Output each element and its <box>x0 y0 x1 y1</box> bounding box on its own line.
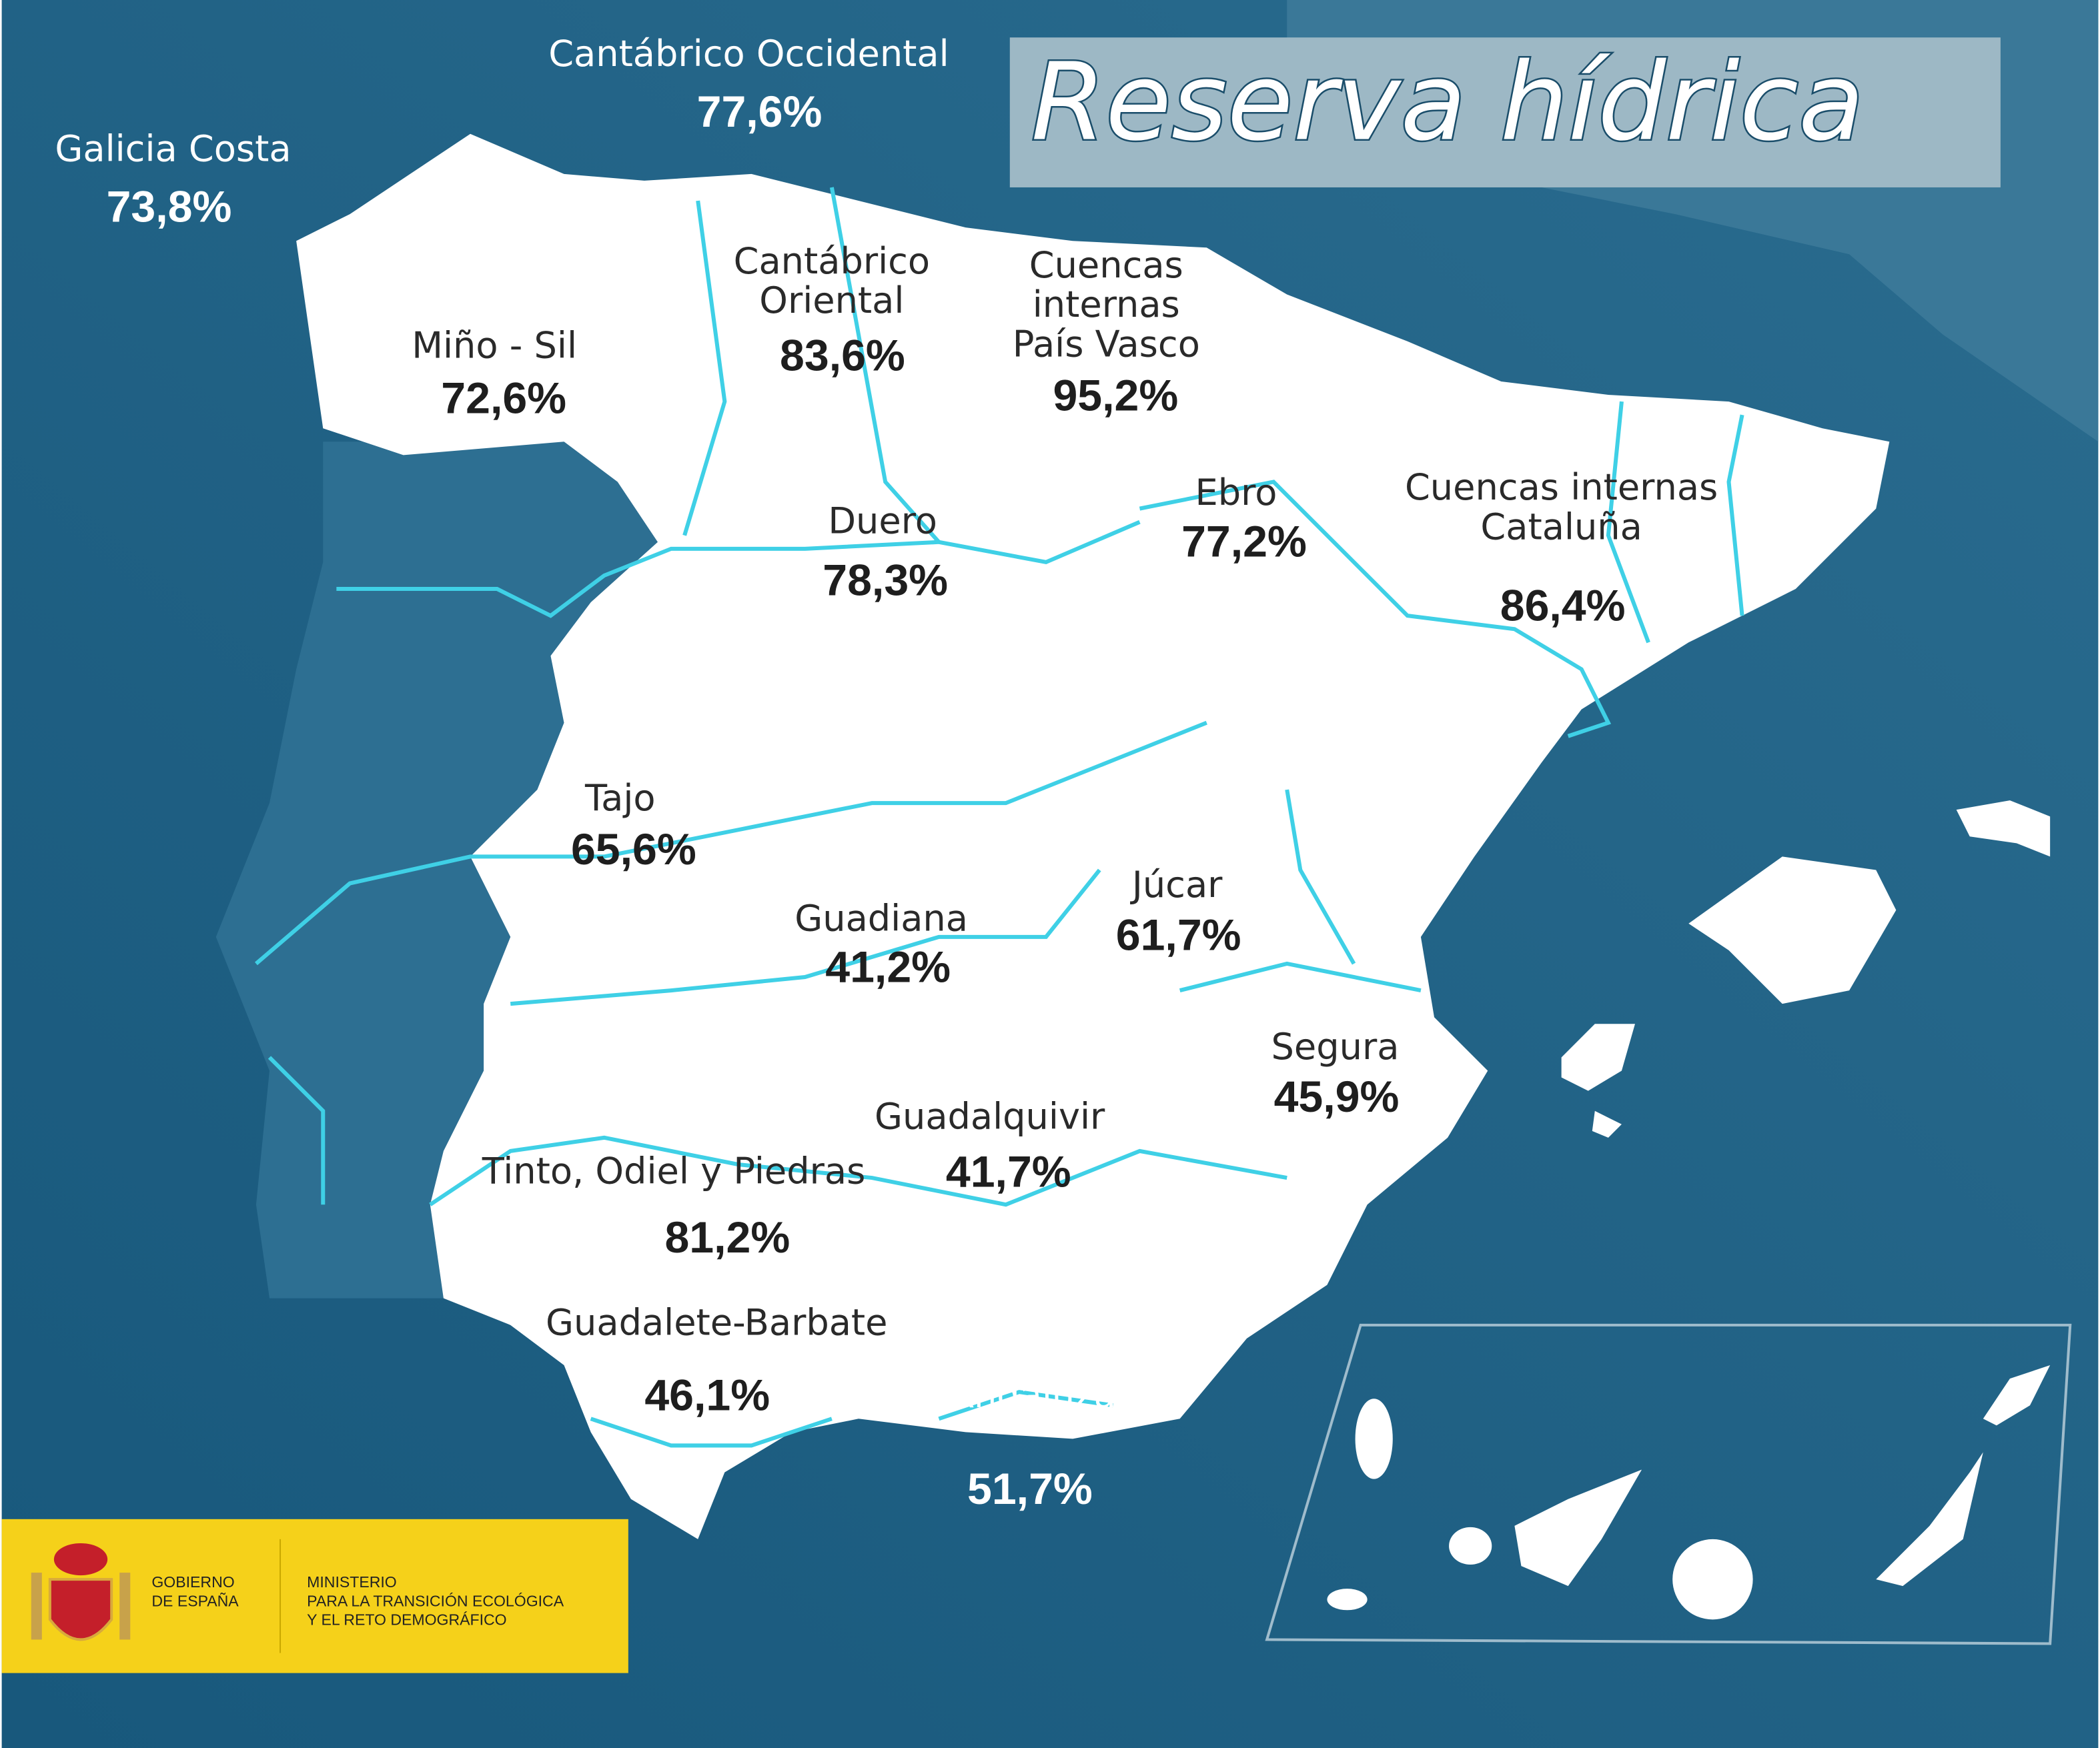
shield <box>48 1578 113 1641</box>
basin-name: Ebro <box>1195 472 1277 514</box>
ministry-name: MINISTERIO <box>307 1573 397 1591</box>
title: Reserva hídrica <box>1031 40 1865 165</box>
basin-value: 77,6% <box>697 87 823 137</box>
basin-name: Segura <box>1271 1026 1400 1068</box>
island <box>1327 1589 1368 1611</box>
river <box>254 720 1207 966</box>
government-name: DE ESPAÑA <box>151 1592 239 1609</box>
island <box>1956 800 2051 857</box>
basin-value: 45,9% <box>1274 1072 1400 1122</box>
island <box>1561 1024 1636 1091</box>
rivers <box>254 187 1744 1448</box>
basin-value: 78,3% <box>823 556 948 606</box>
basin-name: Mediterránea <box>912 1335 1153 1377</box>
ministry-name: PARA LA TRANSICIÓN ECOLÓGICA <box>307 1592 564 1609</box>
canary-islands <box>1265 1323 2072 1645</box>
basin-name: Cuenca <box>965 1294 1101 1337</box>
basin-name: Júcar <box>1130 864 1223 906</box>
pillar <box>119 1573 131 1640</box>
basin-name: Cantábrico <box>734 240 930 282</box>
basin-name: Galicia Costa <box>55 127 291 169</box>
basin-name: Oriental <box>759 279 904 321</box>
basin-name: Cuencas <box>1029 244 1183 286</box>
coat-of-arms <box>31 1543 131 1641</box>
basin-name: Miño - Sil <box>412 324 577 366</box>
basin-name: Duero <box>828 500 937 542</box>
river <box>336 520 1141 618</box>
basin-value: 61,7% <box>1116 910 1241 960</box>
pillar <box>31 1573 42 1640</box>
river <box>429 1135 1287 1207</box>
island <box>1672 1539 1753 1620</box>
inset-frame <box>1265 1323 2072 1645</box>
basin-value: 41,7% <box>946 1148 1071 1197</box>
island <box>1688 856 1897 1004</box>
basin-name: Cataluña <box>1480 506 1642 548</box>
basin-name: Tinto, Odiel y Piedras <box>482 1150 866 1192</box>
basin-value: 51,7% <box>967 1465 1093 1514</box>
river <box>1606 401 1744 644</box>
river <box>268 868 1101 1205</box>
title-box <box>1009 37 2001 187</box>
island <box>1983 1365 2051 1426</box>
island <box>1592 1110 1622 1138</box>
basin-name: Tajo <box>584 777 656 819</box>
island <box>1449 1527 1492 1565</box>
river <box>1139 480 1612 738</box>
basin-value: 73,8% <box>107 183 232 232</box>
basin-value: 72,6% <box>441 374 566 423</box>
ministry-name: Y EL RETO DEMOGRÁFICO <box>307 1611 506 1628</box>
basin-name: Guadalquivir <box>875 1095 1105 1137</box>
basin-name: País Vasco <box>1013 323 1200 365</box>
basin-value: 95,2% <box>1053 371 1178 421</box>
basin-name: Cuencas internas <box>1405 466 1718 508</box>
basin-name: Andaluza <box>949 1374 1116 1416</box>
basin-name: internas <box>1033 283 1180 325</box>
spain <box>296 133 1890 1539</box>
basin-name: Guadalete-Barbate <box>546 1301 887 1343</box>
river <box>590 1390 1113 1448</box>
basin-value: 77,2% <box>1181 517 1307 566</box>
island <box>1355 1399 1393 1479</box>
government-name: GOBIERNO <box>151 1573 234 1591</box>
crown <box>53 1543 108 1576</box>
basin-value: 81,2% <box>664 1213 790 1262</box>
basin-value: 41,2% <box>825 942 951 992</box>
basin-value: 65,6% <box>571 825 696 874</box>
river <box>1179 789 1422 993</box>
island <box>1514 1469 1642 1587</box>
basin-name: Guadiana <box>795 897 968 939</box>
island <box>1876 1452 1983 1587</box>
balearic-islands <box>1561 800 2051 1138</box>
basin-value: 86,4% <box>1500 582 1626 631</box>
basin-labels: Galicia Costa 73,8% Cantábrico Occidental 7… <box>55 33 1718 1514</box>
portugal <box>215 442 658 1298</box>
basin-name: Cantábrico Occidental <box>548 33 949 75</box>
basin-value: 46,1% <box>644 1371 770 1421</box>
river <box>682 187 941 544</box>
basin-value: 83,6% <box>780 331 905 380</box>
